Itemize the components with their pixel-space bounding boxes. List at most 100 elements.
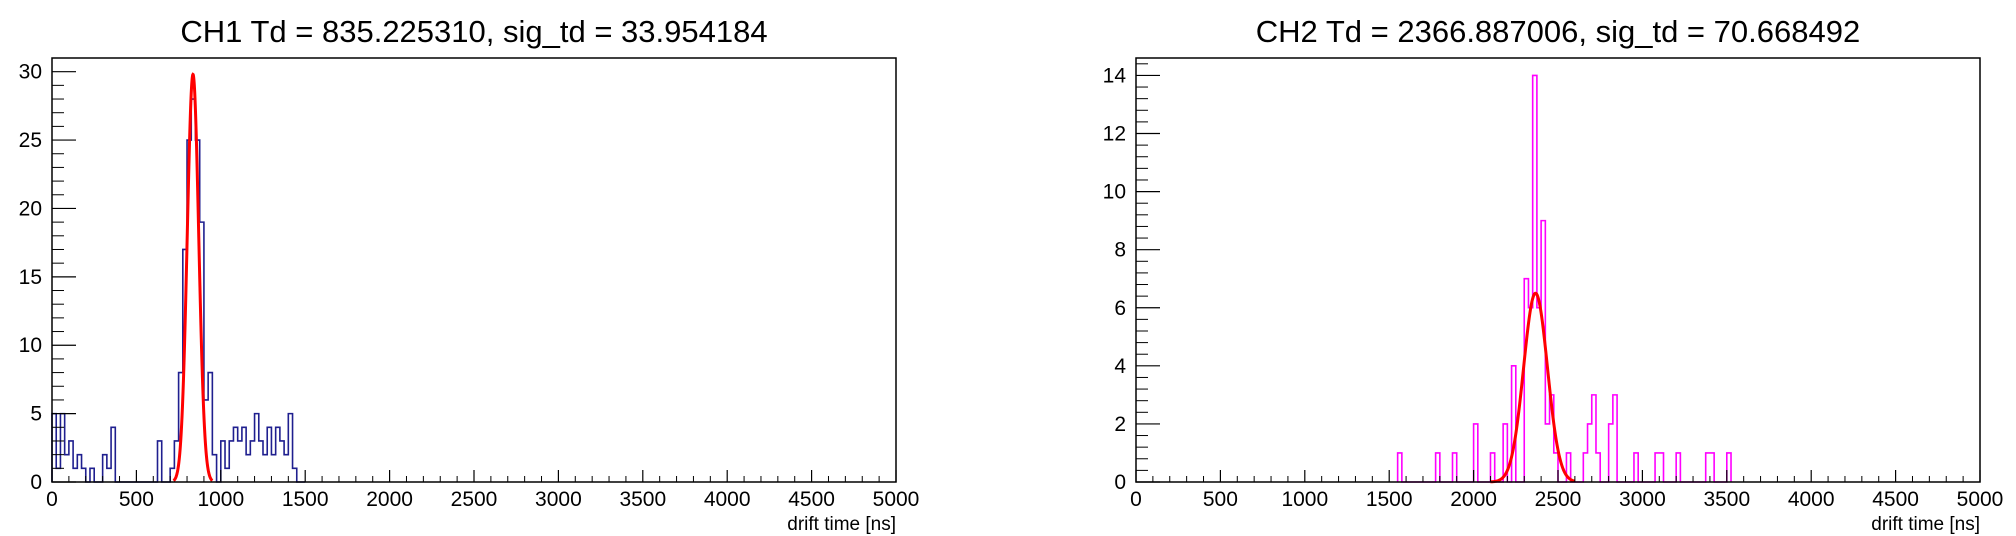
gaussian-fit-curve bbox=[172, 72, 214, 482]
x-tick-label: 500 bbox=[119, 488, 154, 511]
histogram-bin bbox=[1706, 453, 1710, 482]
y-tick-label: 10 bbox=[1103, 181, 1126, 204]
gaussian-fit-curve bbox=[1490, 291, 1576, 484]
histogram-bin bbox=[82, 468, 86, 482]
histogram-bin bbox=[284, 455, 288, 482]
histogram-bin bbox=[1528, 308, 1532, 482]
histogram-bin bbox=[1398, 453, 1402, 482]
histogram-bin bbox=[1609, 424, 1613, 482]
histogram-bin bbox=[1524, 279, 1528, 482]
histogram-bin bbox=[1583, 453, 1587, 482]
histogram-bin bbox=[1613, 395, 1617, 482]
histogram-bin bbox=[250, 441, 254, 482]
y-tick-label: 15 bbox=[19, 266, 42, 289]
x-tick-label: 4000 bbox=[1788, 488, 1835, 511]
y-tick-label: 30 bbox=[19, 61, 42, 84]
chart-title: CH1 Td = 835.225310, sig_td = 33.954184 bbox=[180, 14, 767, 49]
y-tick-label: 0 bbox=[1114, 471, 1126, 494]
x-tick-label: 3500 bbox=[1703, 488, 1750, 511]
x-tick-label: 2500 bbox=[1535, 488, 1582, 511]
x-tick-label: 0 bbox=[46, 488, 58, 511]
histogram-bin bbox=[65, 455, 69, 482]
x-tick-label: 0 bbox=[1130, 488, 1142, 511]
x-tick-label: 1500 bbox=[282, 488, 329, 511]
histogram-bin bbox=[1554, 453, 1558, 482]
x-tick-label: 5000 bbox=[1957, 488, 2004, 511]
plot-frame bbox=[1135, 57, 1981, 483]
histogram-bin bbox=[1545, 424, 1549, 482]
histogram-bin bbox=[255, 414, 259, 482]
y-tick-label: 2 bbox=[1114, 413, 1126, 436]
y-tick-label: 14 bbox=[1103, 64, 1127, 87]
y-tick-label: 5 bbox=[30, 403, 42, 426]
histogram-bin bbox=[107, 468, 111, 482]
histogram-bin bbox=[73, 468, 77, 482]
histogram-bin bbox=[221, 441, 225, 482]
x-tick-label: 5000 bbox=[873, 488, 920, 511]
y-tick-label: 10 bbox=[19, 334, 42, 357]
x-tick-label: 500 bbox=[1203, 488, 1238, 511]
histogram-bin bbox=[1588, 424, 1592, 482]
x-tick-label: 4000 bbox=[704, 488, 751, 511]
histogram-bin bbox=[1596, 453, 1600, 482]
chart-title: CH2 Td = 2366.887006, sig_td = 70.668492 bbox=[1256, 14, 1860, 49]
x-tick-label: 1500 bbox=[1366, 488, 1413, 511]
histogram-bin bbox=[103, 455, 107, 482]
histogram-bin bbox=[225, 468, 229, 482]
histogram-bin bbox=[1676, 453, 1680, 482]
histogram-bin bbox=[1512, 366, 1516, 482]
histogram-bin bbox=[60, 414, 64, 482]
x-axis-label: drift time [ns] bbox=[787, 514, 896, 535]
histogram-panel-ch2: CH2 Td = 2366.887006, sig_td = 70.668492… bbox=[1008, 0, 2016, 536]
histogram-bin bbox=[1474, 424, 1478, 482]
histogram-bin bbox=[259, 441, 263, 482]
histogram-bin bbox=[233, 427, 237, 482]
histogram-bin bbox=[1436, 453, 1440, 482]
histogram-bin bbox=[1490, 453, 1494, 482]
x-tick-label: 2500 bbox=[451, 488, 498, 511]
histogram-bin bbox=[1537, 308, 1541, 482]
histogram-bin bbox=[1592, 395, 1596, 482]
histogram-bin bbox=[77, 455, 81, 482]
x-axis-label: drift time [ns] bbox=[1871, 514, 1980, 535]
histogram-panel-ch1: CH1 Td = 835.225310, sig_td = 33.954184 0… bbox=[19, 14, 920, 535]
histogram-bin bbox=[271, 455, 275, 482]
histogram-bin bbox=[267, 427, 271, 482]
histogram-bin bbox=[158, 441, 162, 482]
x-tick-label: 2000 bbox=[1450, 488, 1497, 511]
histogram-bin bbox=[90, 468, 94, 482]
x-tick-label: 4500 bbox=[788, 488, 835, 511]
y-tick-label: 8 bbox=[1114, 239, 1126, 262]
x-tick-label: 2000 bbox=[366, 488, 413, 511]
histogram-bin bbox=[280, 441, 284, 482]
x-tick-label: 1000 bbox=[1281, 488, 1328, 511]
histogram-bin bbox=[263, 455, 267, 482]
y-tick-label: 20 bbox=[19, 197, 42, 220]
histogram-bin bbox=[276, 427, 280, 482]
histogram-bin bbox=[69, 441, 73, 482]
histogram-bin bbox=[229, 441, 233, 482]
histogram-bins bbox=[1396, 74, 1732, 483]
histogram-bin bbox=[1710, 453, 1714, 482]
histogram-bin bbox=[1453, 453, 1457, 482]
y-tick-label: 25 bbox=[19, 129, 42, 152]
histogram-bin bbox=[242, 427, 246, 482]
histogram-bin bbox=[212, 455, 216, 482]
x-tick-label: 1000 bbox=[197, 488, 244, 511]
histogram-bin bbox=[111, 427, 115, 482]
histogram-bin bbox=[191, 99, 195, 482]
histogram-bin bbox=[1655, 453, 1659, 482]
histogram-bin bbox=[1659, 453, 1663, 482]
histogram-bin bbox=[293, 468, 297, 482]
y-tick-label: 6 bbox=[1114, 297, 1126, 320]
histogram-ch2: CH2 Td = 2366.887006, sig_td = 70.668492… bbox=[1103, 14, 2004, 535]
y-tick-label: 4 bbox=[1114, 355, 1126, 378]
histogram-bin bbox=[1634, 453, 1638, 482]
histogram-bin bbox=[1727, 453, 1731, 482]
y-tick-label: 0 bbox=[30, 471, 42, 494]
histogram-bin bbox=[238, 441, 242, 482]
x-tick-label: 4500 bbox=[1872, 488, 1919, 511]
histogram-bin bbox=[288, 414, 292, 482]
histogram-ch1: CH1 Td = 835.225310, sig_td = 33.954184 0… bbox=[19, 14, 920, 535]
histogram-bin bbox=[246, 455, 250, 482]
